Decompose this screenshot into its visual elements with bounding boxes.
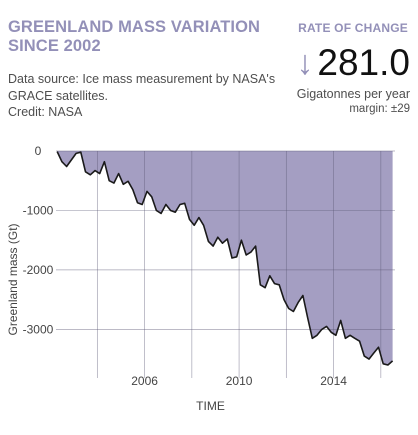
data-source-line2: GRACE satellites.	[8, 88, 109, 103]
x-tick-label: 2006	[131, 374, 158, 388]
down-arrow-icon: ↓	[296, 44, 314, 82]
x-tick-label: 2010	[226, 374, 253, 388]
y-axis-label: Greenland mass (Gt)	[6, 223, 20, 335]
y-tick-label: -2000	[23, 263, 54, 277]
credit-line: Credit: NASA	[8, 105, 83, 119]
y-tick-label: -1000	[23, 203, 54, 217]
chart-title: GREENLAND MASS VARIATION SINCE 2002	[8, 18, 268, 56]
data-source-note: Data source: Ice mass measurement by NAS…	[8, 71, 293, 121]
chart-title-line2: SINCE 2002	[8, 37, 101, 55]
rate-of-change-value-group: ↓ 281.0	[296, 40, 410, 86]
rate-of-change-label: RATE OF CHANGE	[298, 21, 408, 35]
chart-title-line1: GREENLAND MASS VARIATION	[8, 18, 261, 36]
mass-area	[57, 151, 393, 365]
y-tick-label: 0	[35, 144, 42, 158]
x-axis-label: TIME	[196, 399, 225, 413]
x-tick-label: 2014	[320, 374, 347, 388]
mass-line	[56, 151, 394, 366]
rate-of-change-unit: Gigatonnes per year	[296, 87, 410, 101]
y-tick-label: -3000	[23, 322, 54, 336]
rate-of-change-margin: margin: ±29	[349, 103, 410, 115]
data-source-line1: Data source: Ice mass measurement by NAS…	[8, 72, 276, 86]
rate-of-change-value: 281.0	[317, 42, 410, 83]
